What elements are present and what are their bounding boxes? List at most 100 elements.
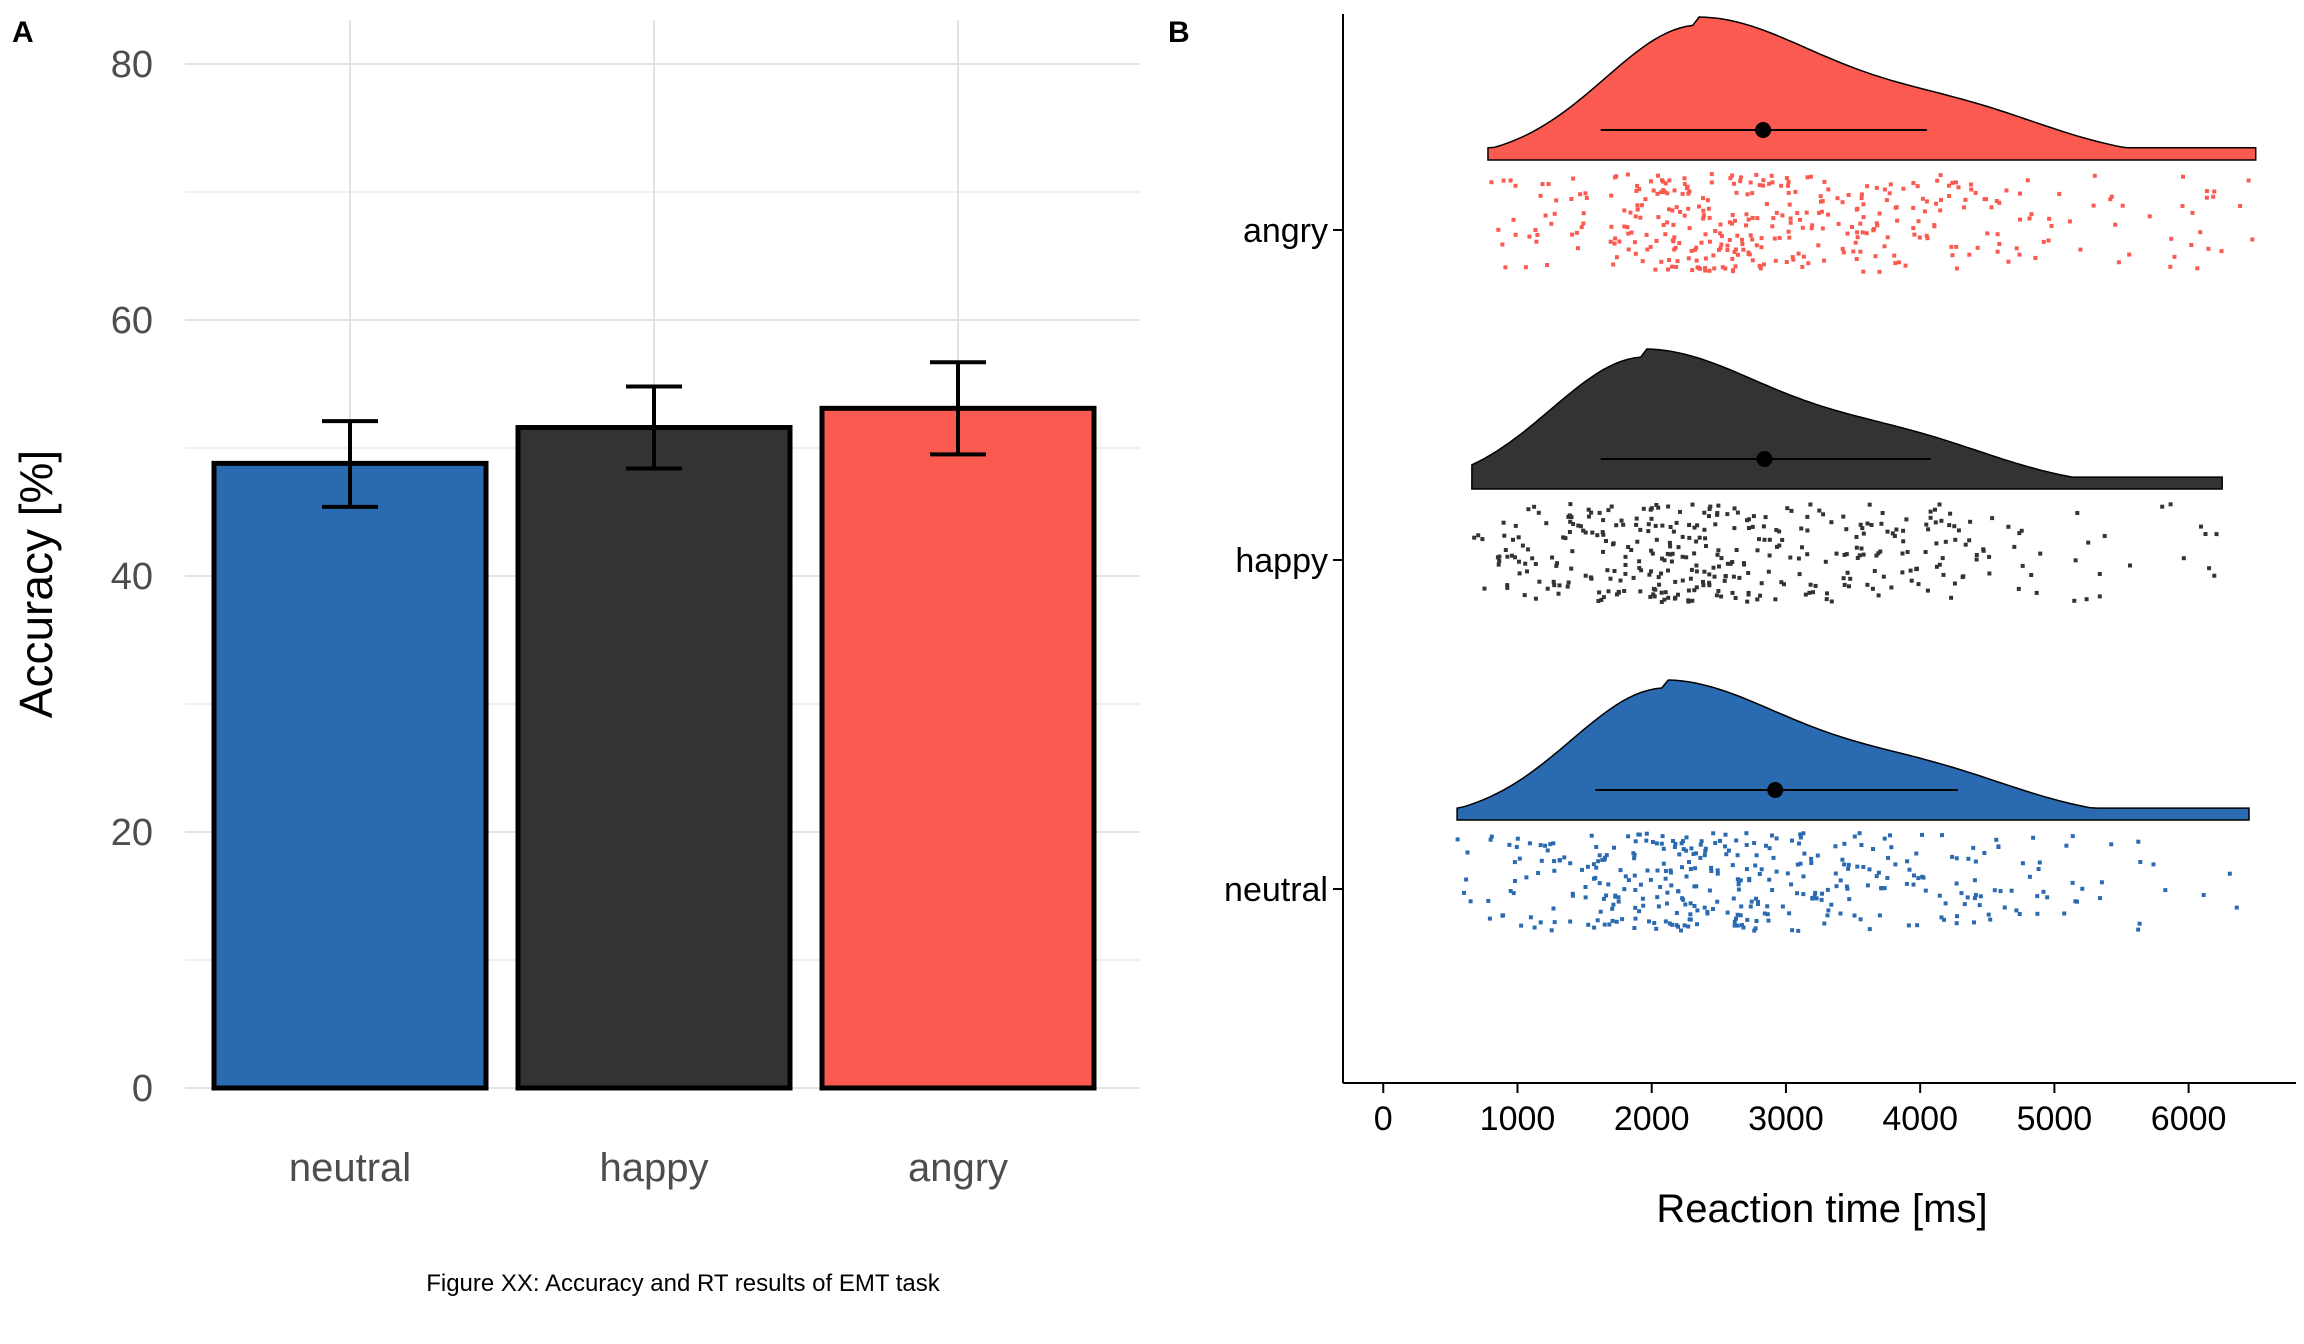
y-tick-label: 20 [111,812,153,854]
rt-point [2137,921,2142,926]
rt-point [1751,514,1756,519]
rt-point [1735,233,1740,238]
rt-point [1487,916,1492,921]
rt-point [1809,861,1814,865]
figure-caption: Figure XX: Accuracy and RT results of EM… [426,1270,940,1297]
rt-point [1501,913,1506,918]
panel-a-y-axis-label: Accuracy [%] [10,450,62,718]
rt-point [2064,843,2069,848]
rt-point [1546,182,1551,186]
rt-point [1511,217,1516,222]
rt-point [2067,219,2072,224]
rt-point [2014,246,2019,251]
rt-point [1608,576,1613,581]
rt-point [1678,209,1682,214]
panel-b-jitter-points [1455,172,2255,933]
rt-point [1511,891,1516,896]
rt-point [1915,184,1920,189]
rt-point [1517,856,1522,861]
rt-point [1568,861,1573,866]
rt-point [1926,527,1931,532]
rt-point [1761,178,1766,183]
rt-point [1581,211,1586,216]
rt-point [1803,592,1808,597]
rt-point [1649,569,1653,574]
rt-point [1648,244,1653,249]
rt-point [1632,873,1637,878]
rt-point [1707,268,1712,273]
rt-point [2091,203,2096,208]
rt-point [2189,243,2194,247]
rt-point [1519,923,1524,928]
rt-point [1723,266,1728,271]
rt-point [1998,889,2003,894]
rt-point [1895,218,1900,223]
rt-point [2198,230,2203,235]
rt-point [1950,854,1955,859]
rt-point [1745,599,1750,604]
rt-point [1526,547,1530,552]
panel-a-y-ticks: 0 20 40 60 80 [111,44,153,1110]
rt-point [1865,521,1870,526]
rt-point [1682,176,1687,181]
x-tick-label: 2000 [1614,1100,1690,1138]
rt-point [1637,909,1642,914]
rt-point [1787,202,1792,207]
rt-point [1554,198,1559,203]
rt-point [1708,504,1713,509]
rt-point [1695,908,1700,913]
rt-point [1609,504,1614,509]
rt-point [2002,905,2007,910]
rt-point [1894,205,1899,210]
rt-point [1997,241,2002,246]
rt-point [1809,226,1814,231]
rt-point [1665,191,1670,196]
rt-point [1867,867,1872,872]
panel-b-mean-intervals [1595,122,1958,798]
rt-point [2099,880,2104,885]
rt-point [1556,591,1561,596]
rt-point [2038,551,2043,556]
rt-point [1675,259,1680,264]
rt-point [1482,586,1487,591]
rt-point [1854,545,1859,550]
rt-point [1920,874,1925,879]
rt-point [1750,258,1755,263]
rt-point [1924,233,1929,238]
rt-point [1597,590,1602,595]
rt-point [1569,566,1574,571]
rt-point [1833,871,1838,876]
rt-point [1694,539,1699,544]
rt-point [2207,566,2212,571]
rt-point [1706,206,1711,211]
rt-point [2006,259,2011,264]
rt-point [1687,860,1691,864]
rt-point [1653,267,1658,272]
rt-point [1846,866,1851,871]
rt-point [1952,524,1957,529]
rt-point [1663,232,1668,237]
rt-point [1702,527,1707,532]
rt-point [1574,230,1579,235]
rt-point [1870,586,1875,591]
rt-point [1684,848,1689,853]
rt-point [1748,904,1753,909]
rt-point [1621,522,1626,527]
rt-point [1845,231,1850,236]
rt-point [1963,197,1968,202]
rt-point [1520,543,1525,548]
rt-point [1940,833,1944,838]
rt-point [1861,865,1866,869]
rt-point [1754,896,1758,901]
rt-point [1634,188,1639,193]
rt-point [1489,180,1494,185]
rt-point [1662,190,1667,194]
rt-point [2057,191,2062,196]
rt-point [1597,881,1602,886]
rt-point [2214,532,2219,537]
rt-point [1667,207,1671,212]
rt-point [1647,572,1652,577]
rt-point [1975,245,1980,250]
rt-point [1900,551,1905,556]
rt-point [1795,891,1799,896]
